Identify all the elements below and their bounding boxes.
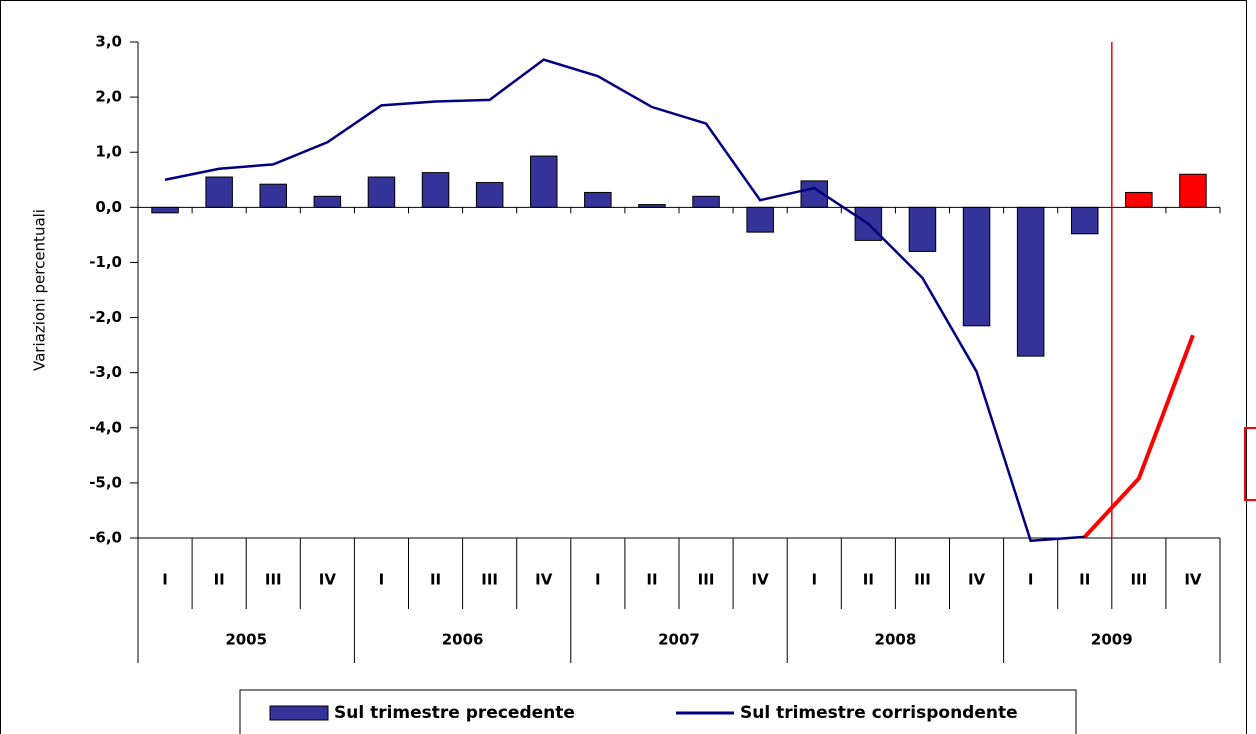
x-tick-label: I	[1028, 571, 1034, 589]
group-label: 2006	[442, 631, 484, 649]
y-tick-label: 0,0	[95, 198, 122, 216]
bar	[746, 206, 774, 233]
bar	[908, 206, 937, 252]
x-tick-label: I	[811, 571, 817, 589]
y-axis-label: Variazioni percentuali	[31, 209, 49, 371]
y-tick-label: 1,0	[95, 143, 122, 161]
group-label: 2005	[225, 631, 267, 649]
y-tick-label: -2,0	[89, 308, 122, 326]
x-tick-label: III	[481, 571, 498, 589]
x-tick-label: III	[914, 571, 931, 589]
bar	[962, 206, 991, 327]
legend-swatch	[269, 705, 329, 721]
legend	[239, 689, 1077, 734]
bar	[259, 183, 288, 208]
note-box	[1244, 427, 1256, 501]
x-tick-label: II	[1079, 571, 1090, 589]
bar	[854, 206, 883, 241]
bar	[692, 195, 720, 208]
x-tick-label: II	[863, 571, 874, 589]
y-tick-label: 3,0	[95, 33, 122, 51]
bar	[205, 176, 233, 208]
y-tick-label: -1,0	[89, 253, 122, 271]
bar	[1070, 206, 1099, 235]
y-tick-label: -6,0	[89, 529, 122, 547]
bar	[367, 176, 396, 208]
bar	[151, 206, 179, 214]
legend-label: Sul trimestre corrispondente	[740, 703, 1018, 723]
x-tick-label: IV	[968, 571, 986, 589]
bar	[1125, 191, 1153, 208]
legend-label: Sul trimestre precedente	[334, 703, 575, 723]
y-tick-label: -4,0	[89, 418, 122, 436]
x-tick-label: I	[595, 571, 601, 589]
y-tick-label: -5,0	[89, 473, 122, 491]
group-label: 2007	[658, 631, 700, 649]
x-tick-label: III	[1130, 571, 1147, 589]
x-tick-label: I	[379, 571, 385, 589]
line	[164, 58, 1085, 543]
bar	[421, 172, 450, 208]
x-tick-label: III	[698, 571, 715, 589]
y-tick-label: 2,0	[95, 88, 122, 106]
y-tick-label: -3,0	[89, 363, 122, 381]
group-label: 2009	[1091, 631, 1133, 649]
x-tick-label: IV	[319, 571, 337, 589]
x-tick-label: II	[646, 571, 657, 589]
x-tick-label: III	[265, 571, 282, 589]
bar	[1179, 173, 1207, 208]
bar	[584, 191, 612, 208]
bar	[313, 195, 342, 208]
x-tick-label: I	[162, 571, 168, 589]
x-tick-label: IV	[535, 571, 553, 589]
bar	[529, 155, 558, 208]
bar	[475, 182, 504, 208]
x-tick-label: II	[430, 571, 441, 589]
x-tick-label: IV	[752, 571, 770, 589]
forecast-line	[1083, 334, 1195, 539]
group-label: 2008	[875, 631, 917, 649]
bar	[1016, 206, 1045, 357]
x-tick-label: IV	[1184, 571, 1202, 589]
x-tick-label: II	[214, 571, 225, 589]
